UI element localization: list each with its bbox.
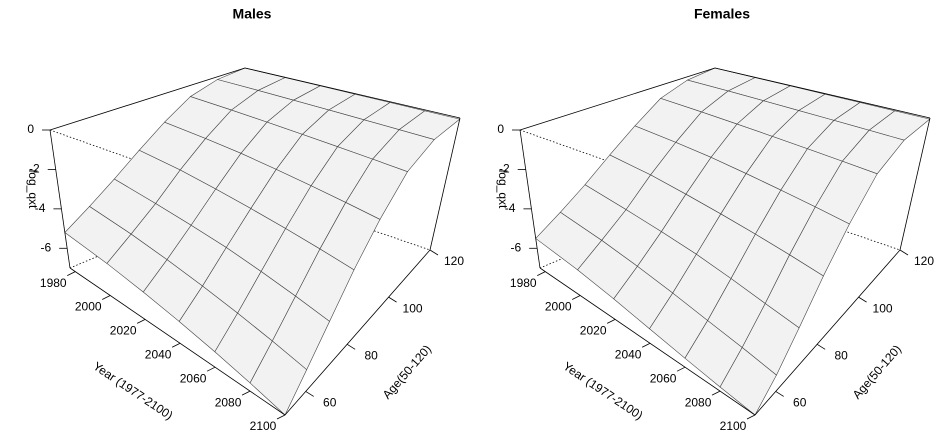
- z-tick-label: -2: [499, 162, 510, 176]
- y-tick-label: 60: [323, 396, 337, 410]
- z-tick-label: -2: [29, 162, 40, 176]
- box-edge: [429, 117, 461, 251]
- x-tick-label: 2040: [615, 347, 642, 361]
- x-tick-label: 2080: [215, 395, 242, 409]
- box-edge: [754, 249, 901, 416]
- x-tick: [276, 414, 286, 420]
- x-tick-label: 2000: [545, 300, 572, 314]
- x-tick-label: 2060: [180, 371, 207, 385]
- panel: Males 1980 2000 2020 2040 2060 2080 2100 60 80 100…: [26, 6, 465, 433]
- x-tick: [67, 271, 76, 276]
- y-tick-label: 120: [444, 254, 464, 268]
- x-tick-label: 2080: [685, 395, 712, 409]
- box-edge: [714, 67, 931, 119]
- z-tick-label: -4: [505, 201, 516, 215]
- y-tick: [899, 249, 909, 256]
- surface-cell: [249, 340, 308, 416]
- box-edge: [899, 117, 931, 251]
- surface-cell: [719, 347, 777, 416]
- panel: Females 1980 2000 2020 2040 2060 2080 2100 60 80 1…: [496, 6, 935, 433]
- x-tick: [572, 295, 581, 300]
- x-tick-label: 2060: [650, 371, 677, 385]
- x-tick: [537, 271, 546, 276]
- x-tick: [641, 342, 651, 348]
- box-edge: [519, 129, 541, 269]
- y-tick-label: 120: [914, 254, 934, 268]
- z-tick-label: -6: [510, 240, 521, 254]
- y-axis-label: Age(50-120): [380, 342, 434, 402]
- x-tick: [206, 366, 216, 372]
- box-edge: [539, 267, 756, 416]
- box-edge: [519, 67, 716, 131]
- x-tick-label: 2100: [720, 419, 747, 433]
- x-tick: [746, 414, 756, 420]
- x-tick: [711, 390, 721, 396]
- box-edge: [284, 249, 431, 416]
- y-tick: [305, 391, 314, 397]
- y-tick: [429, 249, 439, 256]
- chart-title: Males: [233, 6, 272, 22]
- x-tick: [676, 366, 686, 372]
- z-tick-label: -6: [40, 240, 51, 254]
- x-tick: [171, 342, 181, 348]
- box-edge: [49, 129, 71, 269]
- z-tick-label: 0: [497, 122, 504, 136]
- y-tick-label: 80: [834, 348, 848, 362]
- y-tick-label: 100: [873, 301, 893, 315]
- y-tick-label: 60: [793, 396, 807, 410]
- box-edge: [49, 67, 246, 131]
- x-tick-label: 1980: [510, 276, 537, 290]
- x-tick: [241, 390, 251, 396]
- x-axis-label: Year (1977-2100): [91, 359, 176, 423]
- x-tick-label: 2020: [580, 324, 607, 338]
- y-tick: [346, 343, 356, 350]
- y-tick: [775, 391, 784, 397]
- y-axis-label: Age(50-120): [850, 342, 904, 402]
- y-tick: [858, 296, 867, 303]
- x-tick-label: 2100: [250, 419, 277, 433]
- y-tick-label: 100: [403, 301, 423, 315]
- y-tick-label: 80: [364, 348, 378, 362]
- box-edge: [244, 67, 461, 119]
- chart-title: Females: [694, 6, 750, 22]
- x-tick: [102, 295, 111, 300]
- x-tick-label: 2020: [110, 324, 137, 338]
- x-tick: [606, 319, 616, 324]
- x-tick: [136, 319, 146, 324]
- x-tick-label: 1980: [40, 276, 67, 290]
- z-axis-label: log_qxt: [26, 170, 40, 209]
- z-tick-label: -4: [35, 201, 46, 215]
- x-tick-label: 2000: [75, 300, 102, 314]
- box-edge: [69, 267, 286, 416]
- z-axis-label: log_qxt: [496, 170, 510, 209]
- x-tick-label: 2040: [145, 347, 172, 361]
- y-tick: [388, 296, 397, 303]
- z-tick-label: 0: [27, 122, 34, 136]
- y-tick: [816, 343, 826, 350]
- x-axis-label: Year (1977-2100): [561, 359, 646, 423]
